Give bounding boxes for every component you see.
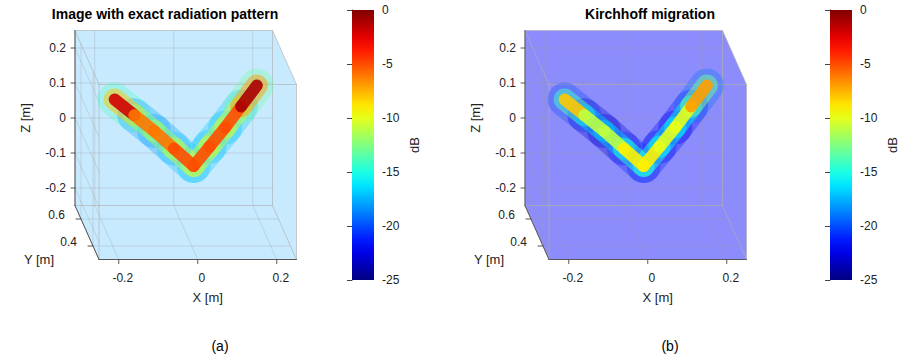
- svg-text:-0.2: -0.2: [562, 271, 583, 285]
- svg-text:-15: -15: [382, 165, 400, 179]
- svg-text:0: 0: [648, 271, 655, 285]
- svg-text:dB: dB: [407, 137, 422, 153]
- svg-text:0: 0: [509, 111, 516, 125]
- svg-text:-5: -5: [382, 57, 393, 71]
- svg-text:-20: -20: [382, 219, 400, 233]
- svg-text:0: 0: [59, 111, 66, 125]
- svg-text:0.4: 0.4: [60, 235, 77, 249]
- svg-text:dB: dB: [885, 137, 900, 153]
- svg-text:0.1: 0.1: [499, 76, 516, 90]
- svg-text:0.6: 0.6: [498, 208, 515, 222]
- svg-text:X [m]: X [m]: [643, 290, 673, 305]
- svg-text:Image with exact radiation pat: Image with exact radiation pattern: [52, 6, 278, 22]
- svg-text:-0.2: -0.2: [45, 181, 66, 195]
- svg-text:Kirchhoff migration: Kirchhoff migration: [585, 6, 715, 22]
- svg-text:0.4: 0.4: [510, 235, 527, 249]
- svg-text:(b): (b): [661, 338, 678, 354]
- svg-text:-0.2: -0.2: [495, 181, 516, 195]
- svg-text:0.2: 0.2: [272, 271, 289, 285]
- svg-text:X [m]: X [m]: [193, 290, 223, 305]
- svg-text:0: 0: [198, 271, 205, 285]
- svg-text:-0.1: -0.1: [45, 146, 66, 160]
- svg-text:0: 0: [382, 3, 389, 17]
- svg-text:-0.2: -0.2: [112, 271, 133, 285]
- svg-text:0: 0: [860, 3, 867, 17]
- svg-text:-20: -20: [860, 219, 878, 233]
- svg-text:-10: -10: [382, 111, 400, 125]
- svg-text:0.1: 0.1: [49, 76, 66, 90]
- svg-text:-0.1: -0.1: [495, 146, 516, 160]
- svg-text:(a): (a): [211, 338, 228, 354]
- svg-text:Y [m]: Y [m]: [474, 252, 504, 267]
- svg-text:Z [m]: Z [m]: [18, 103, 33, 133]
- svg-text:0.6: 0.6: [48, 208, 65, 222]
- svg-text:0.2: 0.2: [499, 41, 516, 55]
- svg-text:-25: -25: [860, 273, 878, 287]
- svg-text:-15: -15: [860, 165, 878, 179]
- svg-text:0.2: 0.2: [49, 41, 66, 55]
- svg-text:-5: -5: [860, 57, 871, 71]
- svg-text:-25: -25: [382, 273, 400, 287]
- svg-text:-10: -10: [860, 111, 878, 125]
- svg-text:0.2: 0.2: [722, 271, 739, 285]
- svg-text:Y [m]: Y [m]: [24, 252, 54, 267]
- svg-text:Z [m]: Z [m]: [468, 103, 483, 133]
